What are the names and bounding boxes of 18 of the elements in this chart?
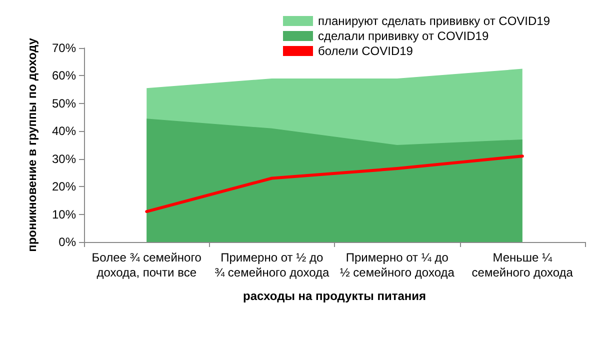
y-tick-label: 0% xyxy=(58,235,76,249)
y-tick-label: 40% xyxy=(52,124,76,138)
x-axis-title: расходы на продукты питания xyxy=(243,289,426,303)
x-tick-label: Более ¾ семейного дохода, почти все xyxy=(92,250,202,280)
y-tick-label: 30% xyxy=(52,152,76,166)
y-tick-label: 50% xyxy=(52,96,76,110)
legend-label: болели COVID19 xyxy=(318,44,414,58)
legend-label: сделали прививку от COVID19 xyxy=(318,29,489,43)
y-axis-title: проникновение в группы по доходу xyxy=(25,38,39,252)
y-tick-label: 60% xyxy=(52,68,76,83)
x-tick-label: Меньше ¼ семейного дохода xyxy=(472,250,574,280)
y-tick-label: 10% xyxy=(52,207,76,222)
legend-label: планируют сделать прививку от COVID19 xyxy=(318,14,550,28)
y-tick-label: 70% xyxy=(52,41,76,55)
y-tick-label: 20% xyxy=(52,180,76,194)
x-tick-label: Примерно от ¼ до ½ семейного дохода xyxy=(340,250,455,280)
x-tick-label: Примерно от ½ до ¾ семейного дохода xyxy=(214,250,330,280)
line-series xyxy=(145,154,524,214)
